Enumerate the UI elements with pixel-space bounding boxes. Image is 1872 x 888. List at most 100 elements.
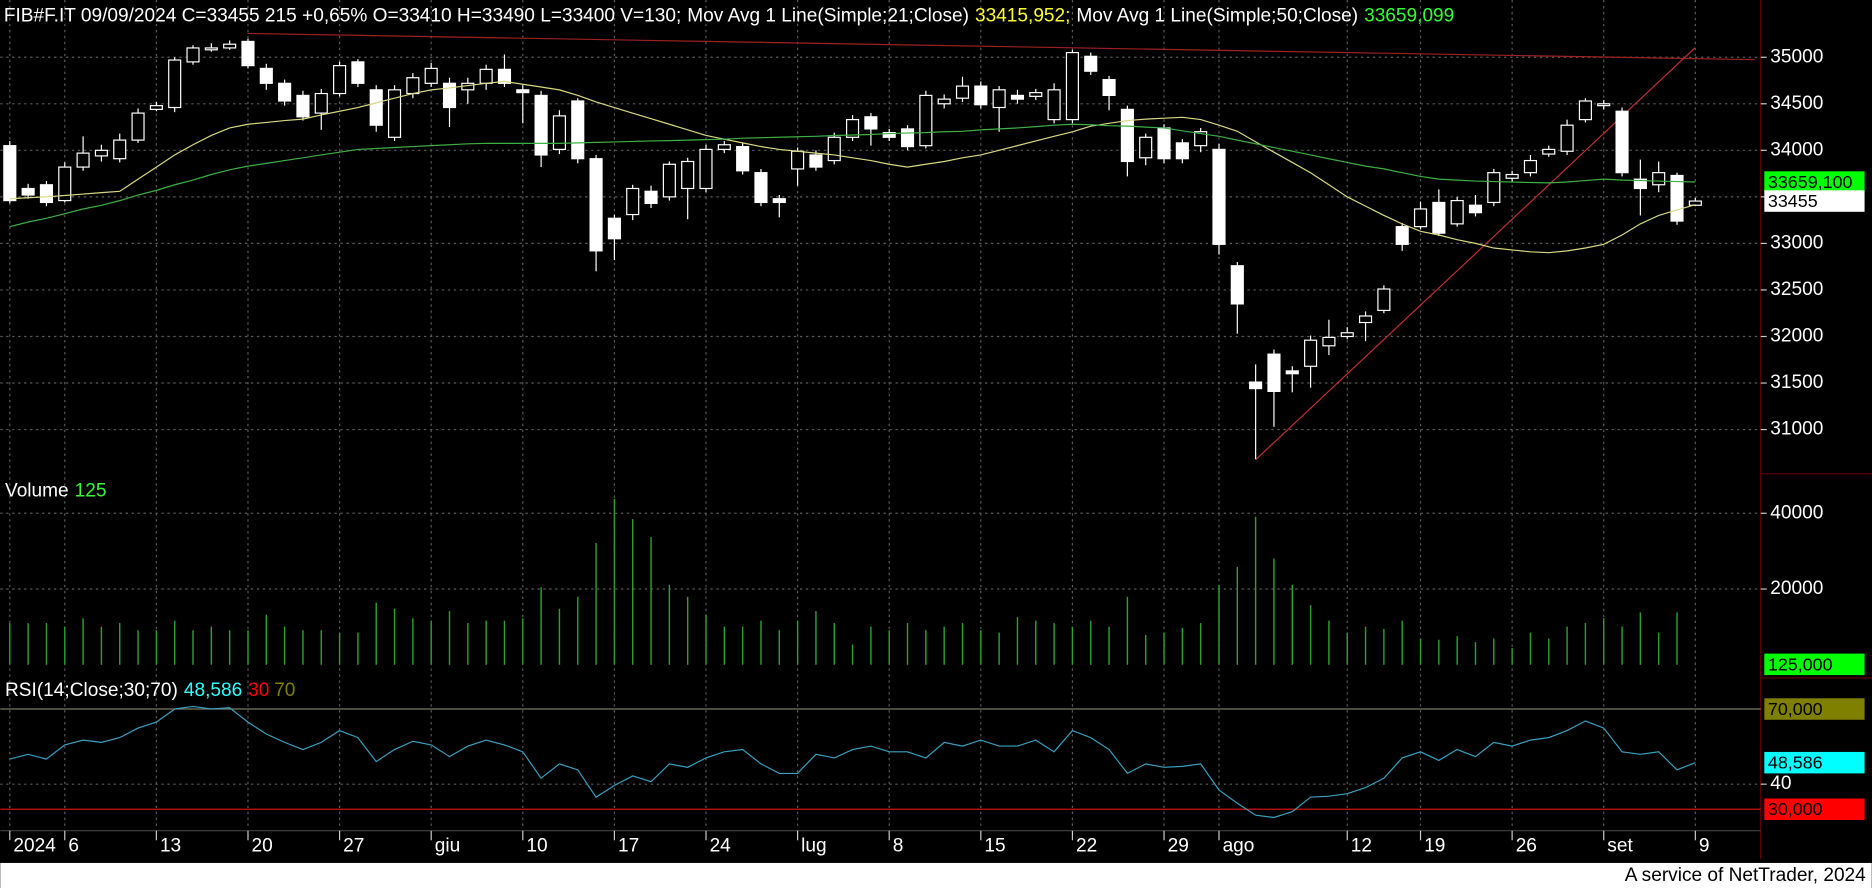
candle-body xyxy=(1212,148,1226,245)
footer: A service of NetTrader, 2024 xyxy=(1625,865,1866,886)
x-tick-label: 2024 xyxy=(13,835,56,856)
candle-body xyxy=(351,61,365,84)
candle-body xyxy=(369,89,383,126)
legend-ma50-name: Mov Avg 1 Line(Simple;50;Close) xyxy=(1076,6,1358,27)
candle-body xyxy=(571,100,585,160)
y-tick-label: 32000 xyxy=(1770,326,1823,347)
rsi-value: 48,586 xyxy=(184,680,242,701)
candle-body xyxy=(937,98,951,105)
marks xyxy=(0,38,1761,819)
price-legend: FIB#F.IT 09/09/2024 C=33455 215 +0,65% O… xyxy=(4,6,1454,27)
x-tick-label: 17 xyxy=(618,835,639,856)
volume-legend: Volume 125 xyxy=(5,481,106,502)
candle-body xyxy=(1450,199,1464,225)
candle-body xyxy=(442,82,457,109)
candle-body xyxy=(3,145,17,202)
candle-body xyxy=(1047,89,1061,121)
candle-body xyxy=(626,187,640,216)
x-tick-label: 19 xyxy=(1424,835,1445,856)
price-label: 33455 xyxy=(1768,191,1818,211)
candle-body xyxy=(900,128,915,148)
candle-body xyxy=(882,132,896,138)
candle-body xyxy=(1578,100,1592,121)
footer-band xyxy=(0,862,1872,888)
candle-body xyxy=(1139,136,1153,159)
candle-body xyxy=(1505,173,1519,179)
x-tick-label: 10 xyxy=(526,835,547,856)
candle-body xyxy=(241,40,255,67)
candle-body xyxy=(1157,127,1171,160)
rsi-level-label-box xyxy=(1764,798,1865,820)
candle-body xyxy=(1633,178,1647,190)
candle-body xyxy=(1615,110,1629,174)
rsi-label-box xyxy=(1764,751,1865,774)
rsi-level-label-box xyxy=(1764,698,1865,720)
legend-ma21-value: 33415,952; xyxy=(975,6,1070,27)
candle-body xyxy=(1670,174,1684,222)
candle-body xyxy=(314,92,328,114)
candle-body xyxy=(1084,55,1098,72)
candle-body xyxy=(1175,142,1189,160)
candle-body xyxy=(1560,124,1574,152)
candle-body xyxy=(223,43,237,49)
candle-body xyxy=(1652,172,1666,186)
candle-body xyxy=(58,166,72,202)
trend-line xyxy=(247,32,1755,61)
candle-body xyxy=(131,112,145,141)
y-tick-label: 34000 xyxy=(1770,139,1823,160)
rsi-level-low: 30 xyxy=(248,680,269,701)
candle-body xyxy=(1304,339,1318,367)
candle-body xyxy=(406,77,420,95)
rsi-level-label: 30,000 xyxy=(1768,799,1823,819)
moving-average xyxy=(9,123,1696,228)
x-tick-label: 29 xyxy=(1168,835,1189,856)
candle-body xyxy=(1230,265,1244,305)
candle-body xyxy=(259,67,273,84)
candle-body xyxy=(333,65,347,95)
candle-body xyxy=(1194,131,1208,147)
candle-body xyxy=(827,136,841,162)
candle-body xyxy=(1249,381,1263,390)
candle-body xyxy=(1358,315,1373,324)
x-tick-label: 24 xyxy=(710,835,732,856)
candle-body xyxy=(1523,159,1538,174)
x-tick-label: set xyxy=(1607,835,1633,856)
x-tick-label: 13 xyxy=(160,835,181,856)
candle-body xyxy=(1395,226,1409,245)
candle-body xyxy=(168,59,182,109)
candle-body xyxy=(1010,94,1025,100)
candle-body xyxy=(1542,148,1556,155)
candle-body xyxy=(21,187,35,196)
candle-body xyxy=(149,105,163,110)
candle-body xyxy=(1468,204,1483,214)
candle-body xyxy=(955,85,970,99)
legend-ma50-value: 33659,099 xyxy=(1364,6,1454,27)
candle-body xyxy=(1688,200,1702,206)
volume-label-box xyxy=(1764,653,1865,676)
volume-label: 125,000 xyxy=(1768,654,1833,674)
candle-body xyxy=(1120,108,1134,163)
moving-average xyxy=(9,80,1696,254)
rsi-label: 48,586 xyxy=(1768,753,1823,773)
x-tick-label: 6 xyxy=(68,835,79,856)
candle-body xyxy=(992,89,1006,109)
candle-body xyxy=(589,158,603,252)
x-tick-label: 9 xyxy=(1699,835,1710,856)
x-tick-label: 15 xyxy=(984,835,1005,856)
candle-body xyxy=(424,67,438,84)
candle-body xyxy=(1102,78,1116,97)
x-tick-label: lug xyxy=(801,835,826,856)
candle-body xyxy=(736,146,750,172)
candle-body xyxy=(1322,336,1336,347)
candle-body xyxy=(552,115,567,150)
candle-body xyxy=(1413,208,1428,228)
candle-body xyxy=(846,119,860,138)
y-tick-label: 20000 xyxy=(1770,578,1823,599)
candle-body xyxy=(662,163,676,198)
y-tick-label: 31500 xyxy=(1770,372,1823,393)
candle-body xyxy=(1597,103,1611,107)
volume-title: Volume xyxy=(5,481,69,502)
candle-body xyxy=(809,154,823,168)
candle-body xyxy=(607,217,621,240)
x-tick-label: 8 xyxy=(893,835,904,856)
